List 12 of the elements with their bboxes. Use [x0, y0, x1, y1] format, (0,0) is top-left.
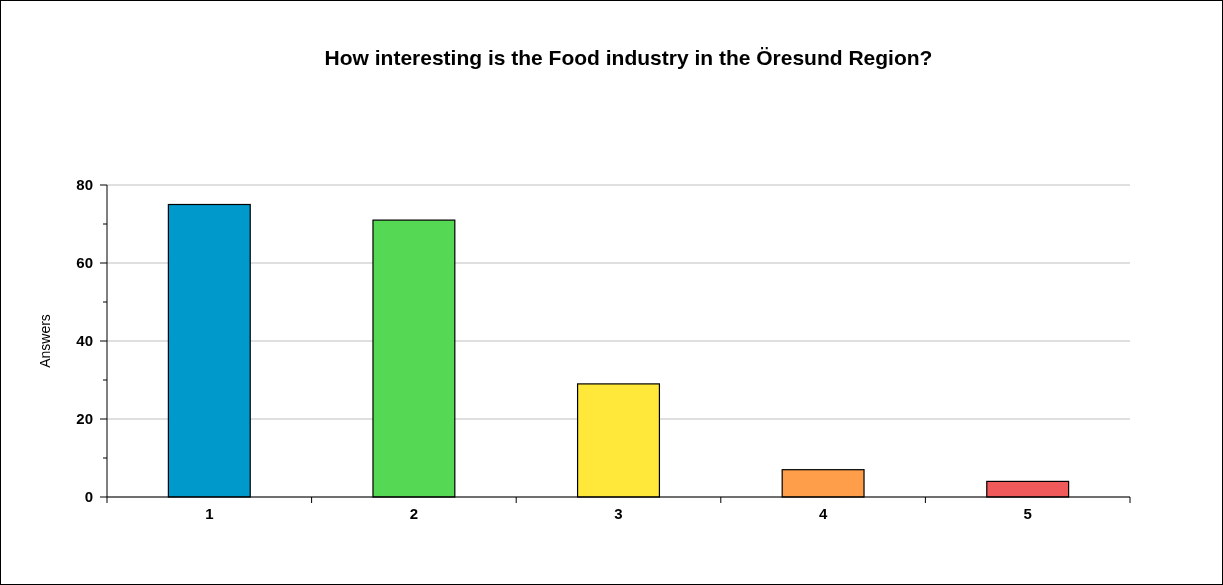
y-axis-title: Answers	[37, 314, 53, 368]
y-tick-label: 40	[76, 332, 93, 350]
x-tick-label: 4	[818, 505, 828, 522]
y-tick-label: 60	[76, 254, 93, 272]
x-tick-label: 1	[205, 505, 214, 522]
x-tick-label: 3	[614, 505, 623, 522]
x-tick-label: 2	[409, 505, 419, 522]
y-tick-label: 20	[76, 410, 93, 428]
y-tick-label: 80	[76, 176, 93, 194]
y-tick-label: 0	[84, 488, 93, 506]
x-tick-label: 5	[1023, 505, 1032, 522]
chart-title: How interesting is the Food industry in the Öresund Region?	[324, 46, 933, 69]
